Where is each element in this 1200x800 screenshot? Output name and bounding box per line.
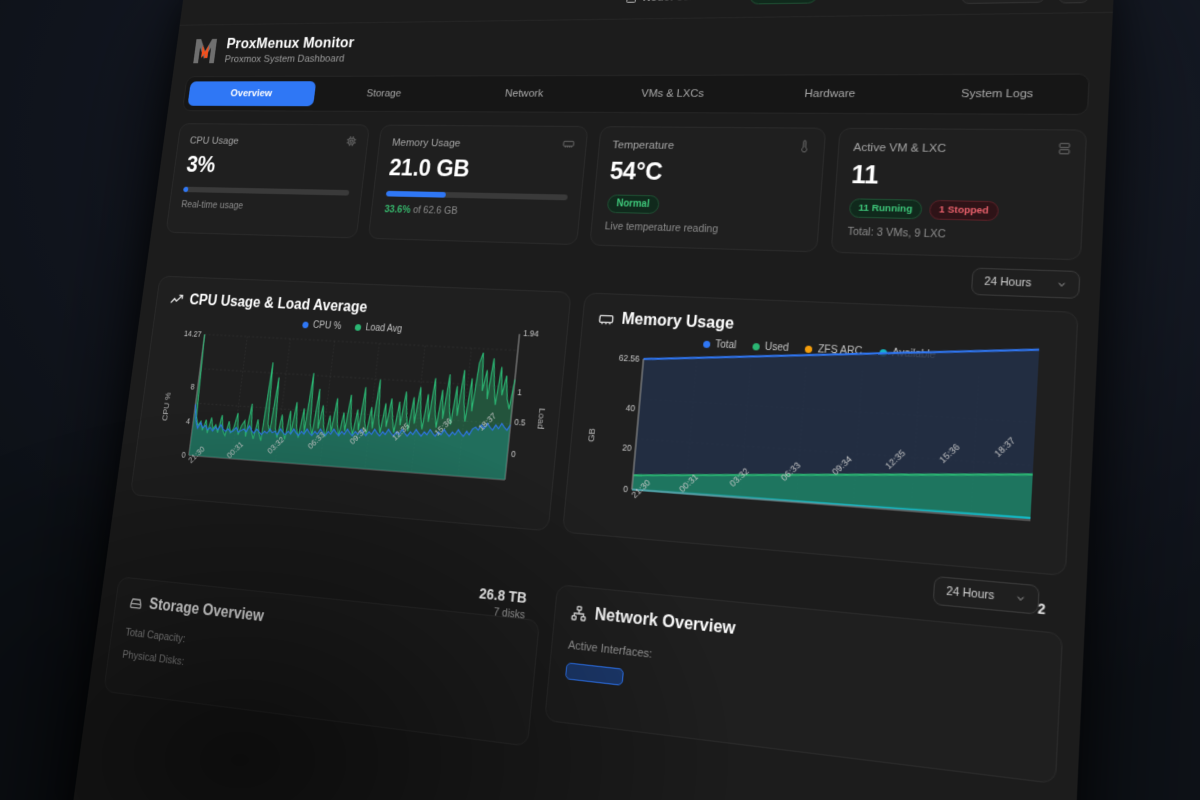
- cpu-card-value: 3%: [185, 152, 217, 178]
- memory-ytick-1: 20: [621, 442, 633, 454]
- tab-overview[interactable]: Overview: [187, 81, 317, 107]
- proxmenux-m-logo: [191, 37, 218, 65]
- thermometer-icon: [797, 139, 812, 157]
- memory-ytick-3: 62.56: [618, 352, 641, 364]
- memory-time-range-value: 24 Hours: [945, 584, 995, 603]
- network-interface-chip[interactable]: [564, 662, 625, 686]
- chevron-down-icon: [1015, 592, 1027, 604]
- cpu-usage-card: CPU Usage 3% Real-time usage: [165, 123, 371, 239]
- cpu-plot: CPU % Load 14.27 8 4 0 1.94 1 0.5 0: [145, 327, 550, 517]
- memory-card-footer: 33.6% of 62.6 GB: [384, 204, 566, 220]
- memory-ytick-0: 0: [622, 483, 629, 495]
- brand-header: ProxMenux Monitor Proxmox System Dashboa…: [173, 13, 1113, 75]
- tab-system-logs[interactable]: System Logs: [960, 88, 1034, 101]
- storage-title: Storage Overview: [148, 596, 265, 626]
- memory-total: of 62.6 GB: [409, 204, 459, 217]
- memory-progress-bar: [385, 190, 568, 201]
- cpu-y2tick-2: 1: [516, 386, 523, 397]
- time-range-select[interactable]: 24 Hours: [971, 267, 1081, 299]
- cpu-card-label: CPU Usage: [189, 135, 240, 147]
- server-stack-icon: [1057, 142, 1072, 161]
- storage-wrap: 26.8 TB 7 disks Storage Overview Total C…: [103, 576, 541, 747]
- memory-card-label: Memory Usage: [391, 137, 461, 150]
- chevron-down-icon: [1056, 279, 1068, 290]
- charts-row: CPU Usage & Load Average CPU % Load Avg …: [115, 264, 1099, 578]
- temperature-card-value: 54°C: [608, 157, 664, 186]
- theme-toggle-button[interactable]: [1058, 0, 1091, 4]
- page-subtitle: Proxmox System Dashboard: [223, 53, 345, 65]
- status-badge: Healthy: [749, 0, 819, 5]
- cpu-y2-axis-label: Load: [534, 407, 547, 430]
- node-indicator: Node: constructor: [626, 0, 739, 3]
- server-icon: [626, 0, 638, 3]
- cpu-y2tick-3: 1.94: [522, 327, 540, 339]
- memory-percent: 33.6%: [383, 203, 412, 216]
- cpu-chart-title: CPU Usage & Load Average: [188, 292, 369, 316]
- refresh-button[interactable]: Refresh: [961, 0, 1047, 4]
- node-label: Node: constructor: [643, 0, 739, 3]
- memory-plot: GB 62.56 40 20 0: [580, 350, 1056, 559]
- memory-usage-card: Memory Usage 21.0 GB 33.6% of 62.6 GB: [368, 124, 589, 246]
- cpu-ytick-3: 14.27: [183, 328, 203, 339]
- storage-overview-panel: Storage Overview Total Capacity: Physica…: [103, 576, 541, 747]
- cpu-chip-icon: [345, 135, 358, 151]
- vm-card-label: Active VM & LXC: [852, 141, 947, 156]
- legend-total: Total: [702, 339, 737, 351]
- memory-ytick-2: 40: [625, 402, 636, 414]
- network-interface-count: 2: [1037, 601, 1046, 618]
- cpu-ytick-1: 4: [185, 415, 191, 426]
- legend-load-avg: Load Avg: [354, 322, 403, 335]
- cpu-card-footer: Real-time usage: [180, 199, 244, 212]
- trending-up-icon: [169, 292, 184, 307]
- page-title: ProxMenux Monitor: [225, 34, 355, 52]
- storage-summary: 26.8 TB 7 disks: [477, 584, 528, 622]
- tab-network[interactable]: Network: [504, 88, 544, 100]
- tab-vms-lxcs[interactable]: VMs & LXCs: [640, 88, 705, 100]
- tab-hardware[interactable]: Hardware: [804, 88, 856, 101]
- cpu-ytick-2: 8: [190, 382, 196, 392]
- network-nodes-icon: [570, 605, 587, 623]
- time-range-value: 24 Hours: [983, 275, 1032, 290]
- cpu-y2tick-1: 0.5: [513, 416, 527, 428]
- temperature-status-badge: Normal: [606, 194, 660, 215]
- dashboard-window: Node: constructor Healthy Uptime: 5 days…: [56, 0, 1115, 800]
- network-wrap: 2 Network Overview Active Interfaces:: [544, 584, 1064, 785]
- main-tabs: Overview Storage Network VMs & LXCs Hard…: [182, 73, 1090, 115]
- temperature-card: Temperature 54°C Normal Live temperature…: [588, 126, 827, 253]
- legend-cpu-pct: CPU %: [302, 320, 342, 332]
- memory-y-axis-label: GB: [586, 427, 599, 443]
- cpu-progress-bar: [183, 186, 350, 196]
- cpu-chart-panel: CPU Usage & Load Average CPU % Load Avg …: [129, 275, 572, 532]
- temperature-card-label: Temperature: [611, 139, 675, 152]
- network-overview-panel: Network Overview Active Interfaces:: [544, 584, 1064, 785]
- memory-chart-panel: Memory Usage Total Used ZFS ARC Availabl…: [562, 292, 1079, 577]
- memory-card-value: 21.0 GB: [387, 154, 471, 183]
- cpu-ytick-0: 0: [181, 450, 187, 460]
- vm-status-chips: 11 Running 1 Stopped: [848, 198, 1066, 222]
- memory-stick-icon: [598, 311, 615, 328]
- storage-title-row: Storage Overview: [128, 594, 522, 655]
- cpu-y-axis-label: CPU %: [160, 391, 174, 422]
- memory-chart-svg: [632, 359, 1038, 520]
- hard-drive-icon: [128, 595, 143, 612]
- tab-storage[interactable]: Storage: [366, 88, 402, 100]
- vm-running-badge: 11 Running: [848, 198, 923, 220]
- cpu-y2tick-0: 0: [510, 448, 517, 460]
- legend-used: Used: [752, 341, 789, 354]
- network-title-row: Network Overview: [570, 603, 1042, 671]
- cpu-chart-svg: [189, 334, 518, 479]
- vm-card-footer: Total: 3 VMs, 9 LXC: [847, 225, 947, 241]
- memory-stick-icon: [561, 137, 575, 154]
- temperature-card-footer: Live temperature reading: [604, 220, 719, 236]
- network-title: Network Overview: [593, 605, 737, 639]
- vm-card-value: 11: [850, 160, 880, 190]
- vm-stopped-badge: 1 Stopped: [928, 199, 1000, 222]
- active-vm-lxc-card: Active VM & LXC 11 11 Running 1 Stopped …: [830, 127, 1088, 261]
- memory-chart-title: Memory Usage: [620, 310, 735, 333]
- storage-total-capacity: 26.8 TB: [478, 584, 528, 607]
